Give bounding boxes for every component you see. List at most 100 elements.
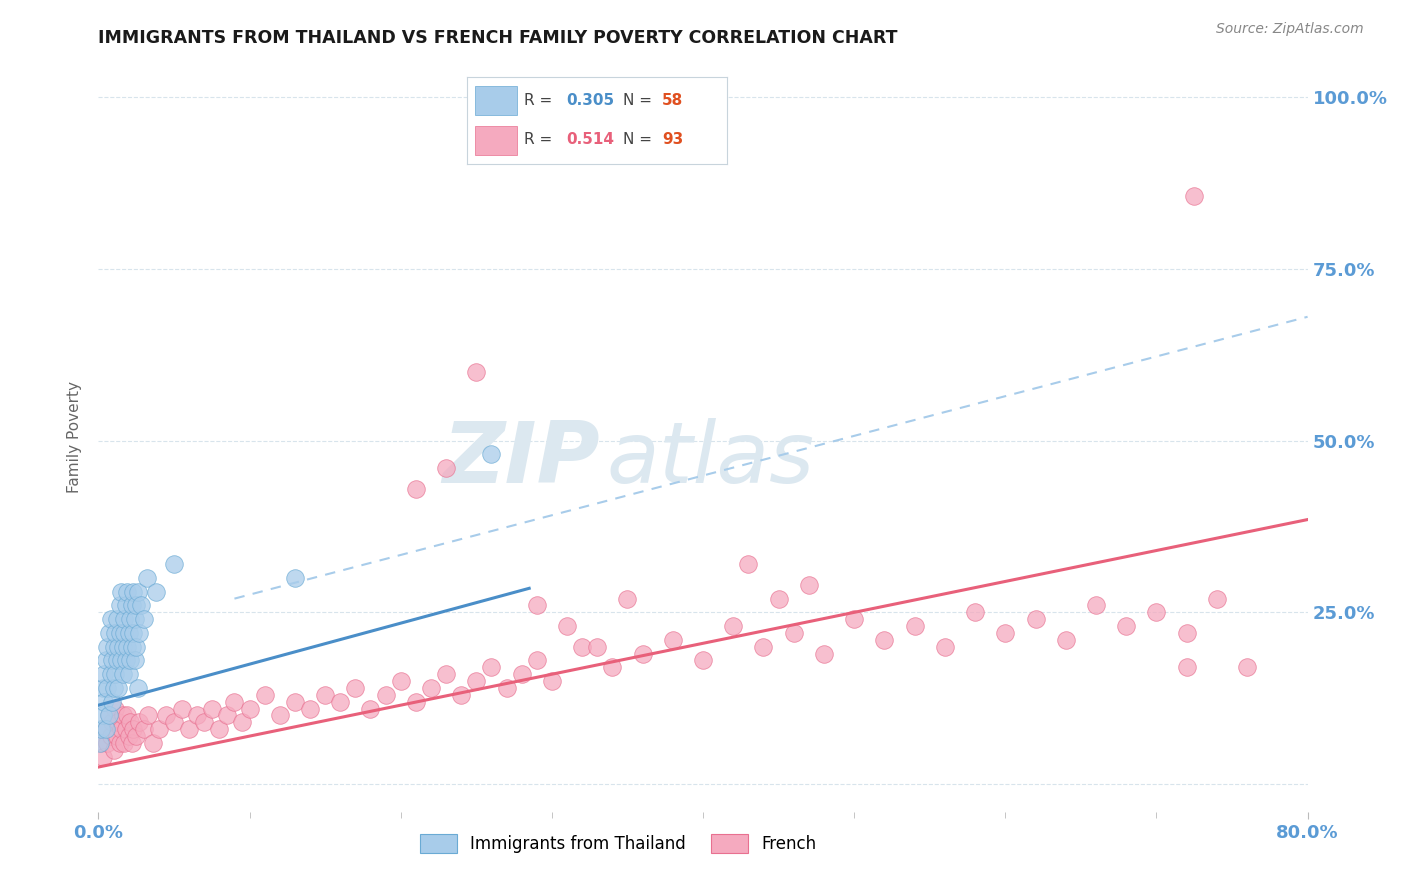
- Point: [201, 701, 224, 715]
- Point: [101, 715, 124, 730]
- Point: [108, 599, 131, 613]
- Point: [124, 612, 146, 626]
- Point: [873, 632, 896, 647]
- Point: [122, 626, 145, 640]
- Point: [329, 695, 352, 709]
- Point: [450, 688, 472, 702]
- Point: [405, 695, 427, 709]
- Point: [91, 749, 114, 764]
- Point: [797, 578, 820, 592]
- Point: [125, 640, 148, 654]
- Point: [540, 674, 562, 689]
- Point: [526, 599, 548, 613]
- Point: [120, 715, 142, 730]
- Point: [107, 681, 129, 695]
- Point: [284, 695, 307, 709]
- Point: [114, 599, 136, 613]
- Point: [481, 447, 503, 461]
- Point: [602, 660, 624, 674]
- Point: [124, 653, 146, 667]
- Point: [481, 660, 503, 674]
- Point: [1236, 660, 1258, 674]
- Point: [107, 640, 129, 654]
- Point: [114, 723, 136, 737]
- Point: [118, 729, 141, 743]
- Point: [526, 653, 548, 667]
- Point: [100, 667, 122, 681]
- Point: [465, 365, 488, 379]
- Point: [934, 640, 956, 654]
- Point: [299, 701, 322, 715]
- Point: [125, 599, 148, 613]
- Point: [844, 612, 866, 626]
- Point: [103, 681, 125, 695]
- Point: [389, 674, 412, 689]
- Point: [94, 653, 117, 667]
- Point: [121, 640, 143, 654]
- Point: [1024, 612, 1046, 626]
- Point: [1115, 619, 1137, 633]
- Point: [555, 619, 578, 633]
- Point: [434, 461, 457, 475]
- Y-axis label: Family Poverty: Family Poverty: [67, 381, 83, 493]
- Point: [120, 653, 142, 667]
- Point: [179, 723, 201, 737]
- Point: [571, 640, 593, 654]
- Point: [148, 723, 170, 737]
- Point: [112, 612, 135, 626]
- Point: [1206, 591, 1229, 606]
- Point: [98, 708, 121, 723]
- Point: [100, 729, 122, 743]
- Point: [129, 599, 152, 613]
- Point: [314, 688, 336, 702]
- Point: [103, 743, 125, 757]
- Point: [111, 640, 134, 654]
- Point: [420, 681, 443, 695]
- Point: [163, 558, 186, 572]
- Point: [91, 681, 114, 695]
- Point: [142, 736, 165, 750]
- Point: [91, 708, 114, 723]
- Point: [115, 640, 138, 654]
- Point: [96, 681, 118, 695]
- Point: [215, 708, 238, 723]
- Point: [98, 626, 121, 640]
- Point: [125, 729, 148, 743]
- Point: [104, 701, 127, 715]
- Point: [269, 708, 291, 723]
- Point: [115, 708, 138, 723]
- Point: [768, 591, 790, 606]
- Point: [122, 723, 145, 737]
- Point: [239, 701, 262, 715]
- Point: [208, 723, 231, 737]
- Point: [111, 708, 134, 723]
- Text: atlas: atlas: [606, 418, 814, 501]
- Point: [1182, 189, 1205, 203]
- Point: [1054, 632, 1077, 647]
- Point: [128, 626, 150, 640]
- Point: [904, 619, 927, 633]
- Point: [723, 619, 745, 633]
- Point: [100, 612, 122, 626]
- Point: [98, 708, 121, 723]
- Point: [93, 695, 115, 709]
- Point: [692, 653, 714, 667]
- Point: [121, 599, 143, 613]
- Point: [94, 723, 117, 737]
- Legend: Immigrants from Thailand, French: Immigrants from Thailand, French: [413, 827, 823, 860]
- Text: ZIP: ZIP: [443, 418, 600, 501]
- Point: [631, 647, 654, 661]
- Point: [118, 667, 141, 681]
- Point: [136, 708, 159, 723]
- Point: [186, 708, 208, 723]
- Point: [231, 715, 253, 730]
- Point: [101, 695, 124, 709]
- Point: [112, 626, 135, 640]
- Point: [121, 736, 143, 750]
- Point: [586, 640, 609, 654]
- Point: [105, 653, 128, 667]
- Text: IMMIGRANTS FROM THAILAND VS FRENCH FAMILY POVERTY CORRELATION CHART: IMMIGRANTS FROM THAILAND VS FRENCH FAMIL…: [98, 29, 898, 47]
- Point: [994, 626, 1017, 640]
- Point: [224, 695, 246, 709]
- Point: [1175, 626, 1198, 640]
